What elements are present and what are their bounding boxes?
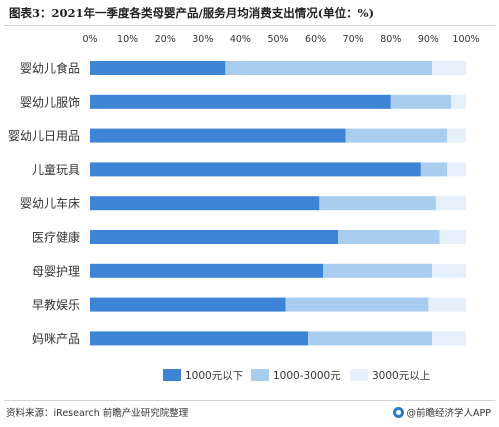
bar-segment [90,331,309,346]
category-label: 婴幼儿车床 [20,196,80,211]
chart-title: 图表3：2021年一季度各类母婴产品/服务月均消费支出情况(单位：%) [9,6,375,20]
bar-segment [450,94,466,109]
bar-segment [319,196,436,211]
bar-segment [432,263,466,278]
bar-segment [323,263,433,278]
bar-segment [308,331,433,346]
stacked-bar-chart: 0% 10% 20% 30% 40% 50% 60% 70% 80% 90% 100% 婴幼儿食品婴幼… [8,34,480,382]
x-tick-label: 30% [192,34,213,45]
legend-label: 1000-3000元 [273,370,341,382]
bar-segment [439,230,466,244]
legend-label: 1000元以下 [185,370,243,382]
x-tick-label: 40% [230,34,251,45]
category-label: 母婴护理 [32,264,80,278]
category-label: 婴幼儿食品 [20,61,80,76]
x-tick-label: 100% [452,34,479,45]
x-tick-label: 60% [305,34,326,45]
bar-segment [345,128,448,143]
bar-segment [390,94,451,109]
x-tick-label: 80% [380,34,401,45]
category-label: 妈咪产品 [32,332,80,346]
bar-segment [432,61,466,75]
category-label: 婴幼儿日用品 [8,129,80,143]
bar-segment [428,297,466,312]
legend-swatch [251,369,269,381]
source-note: 资料来源：iResearch 前瞻产业研究院整理 [6,408,189,419]
bar-segment [90,230,339,244]
category-label: 医疗健康 [32,230,80,245]
bar-segment [90,94,391,109]
bar-segment [90,162,421,177]
legend-swatch [163,369,181,381]
x-tick-label: 90% [418,34,439,45]
bar-segment [90,128,346,143]
footer-divider [4,400,495,401]
bar-segment [432,331,466,346]
legend-swatch [350,369,368,381]
x-tick-label: 50% [267,34,288,45]
bar-segment [90,297,286,312]
title-divider [4,25,495,26]
bar-segment [90,263,324,278]
bar-segment [447,128,466,143]
legend-label: 3000元以上 [372,370,430,382]
x-tick-label: 10% [117,34,138,45]
brand-logo-icon [392,406,404,418]
x-tick-label: 70% [343,34,364,45]
bar-segment [338,230,440,244]
x-tick-label: 20% [155,34,176,45]
bar-segment [435,196,466,211]
x-tick-label: 0% [82,34,97,45]
category-label: 婴幼儿服饰 [20,95,80,109]
bar-segment [447,162,466,177]
category-label: 儿童玩具 [32,162,80,177]
brand-label: @前瞻经济学人APP [406,408,491,419]
bar-segment [285,297,429,312]
bar-segment [225,61,433,75]
bar-segment [90,196,320,211]
brand-credit: @前瞻经济学人APP [392,405,491,419]
bar-segment [420,162,448,177]
category-label: 早教娱乐 [32,297,80,312]
bar-segment [90,61,226,75]
